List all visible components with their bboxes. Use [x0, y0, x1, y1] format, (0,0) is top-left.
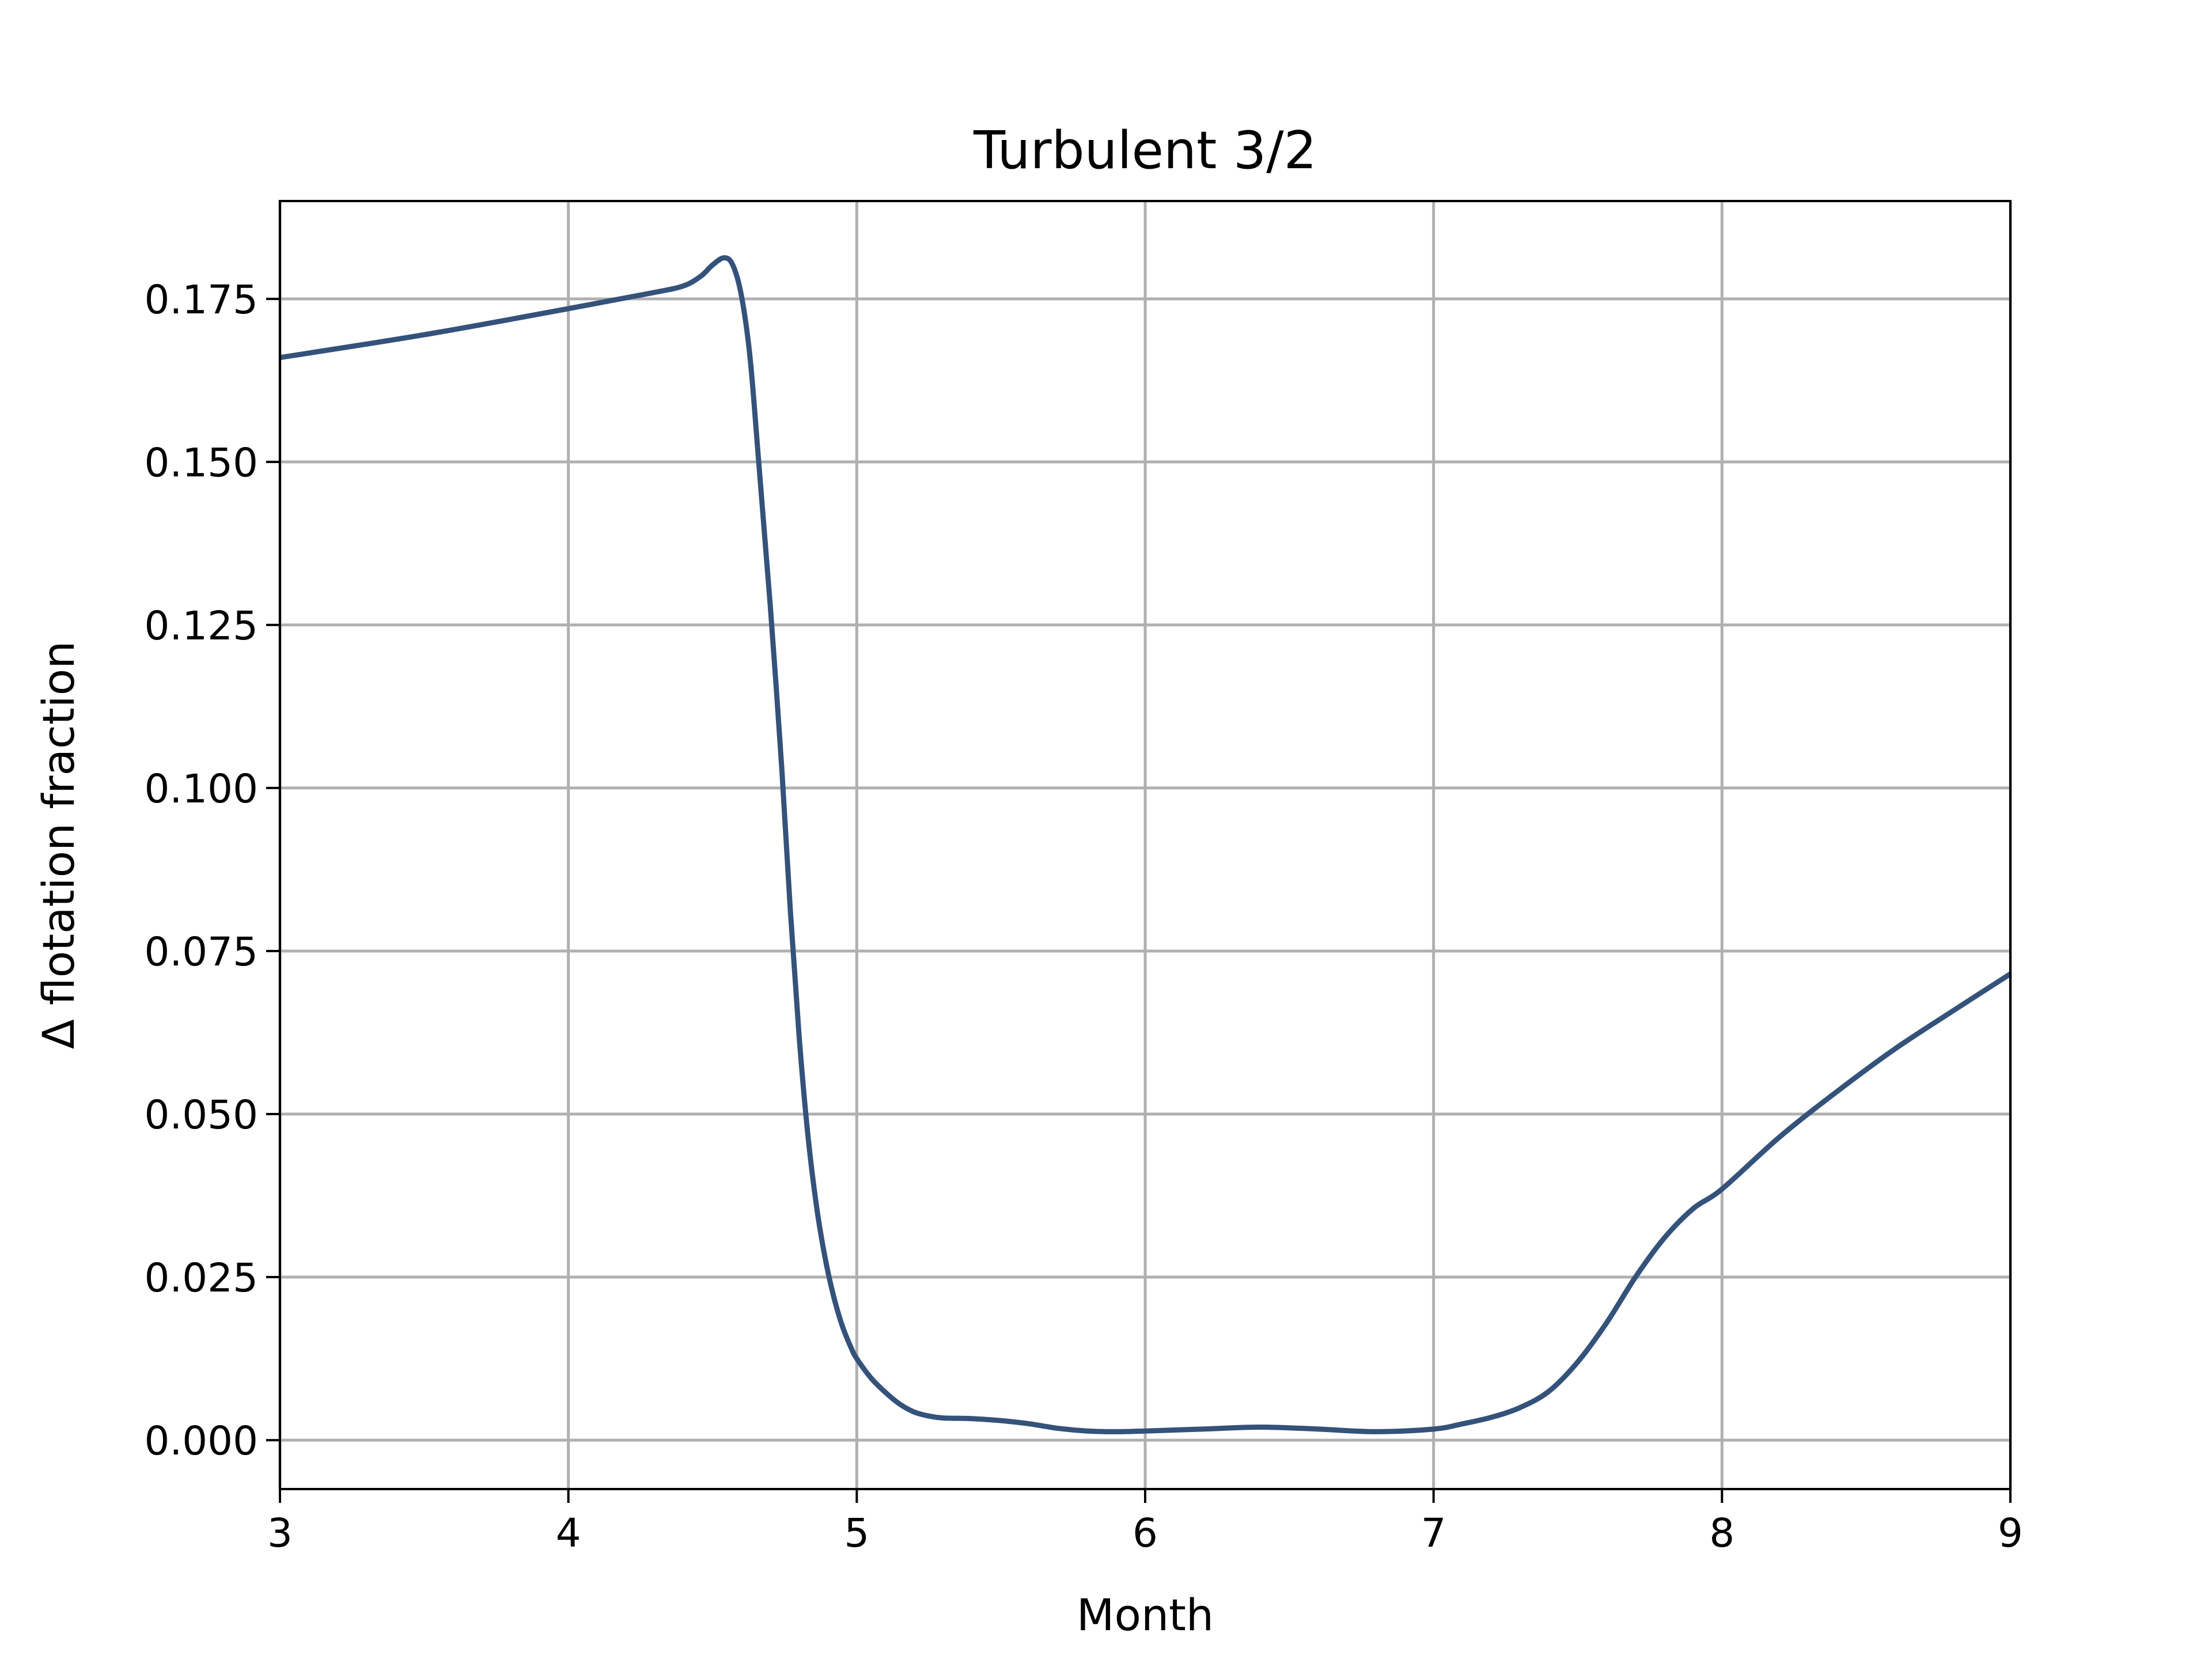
y-tick-label: 0.125 — [144, 603, 258, 649]
x-axis-label: Month — [1077, 1589, 1214, 1641]
x-tick-label: 4 — [556, 1510, 581, 1556]
x-tick-label: 5 — [844, 1510, 869, 1556]
x-tick-label: 8 — [1709, 1510, 1734, 1556]
y-axis-label: Δ flotation fraction — [33, 641, 84, 1050]
y-tick-label: 0.075 — [144, 929, 258, 975]
grid-lines — [278, 201, 2012, 1489]
series-line — [279, 255, 2012, 1434]
x-tick-label: 9 — [1998, 1510, 2023, 1556]
chart-title: Turbulent 3/2 — [973, 120, 1317, 181]
y-tick-label: 0.150 — [144, 440, 258, 486]
tick-marks — [266, 297, 2012, 1503]
x-tick-label: 6 — [1132, 1510, 1158, 1556]
tick-labels: 3 4 5 6 7 8 9 0.000 0.025 0.050 0.075 0.100 0.125 0.1… — [144, 277, 2023, 1556]
y-tick-label: 0.050 — [144, 1092, 258, 1138]
y-tick-label: 0.175 — [144, 277, 258, 323]
x-tick-label: 3 — [267, 1510, 293, 1556]
x-tick-label: 7 — [1421, 1510, 1446, 1556]
y-tick-label: 0.100 — [144, 766, 258, 812]
y-tick-label: 0.000 — [144, 1418, 258, 1464]
y-tick-label: 0.025 — [144, 1255, 258, 1301]
series-layer — [279, 255, 2012, 1434]
